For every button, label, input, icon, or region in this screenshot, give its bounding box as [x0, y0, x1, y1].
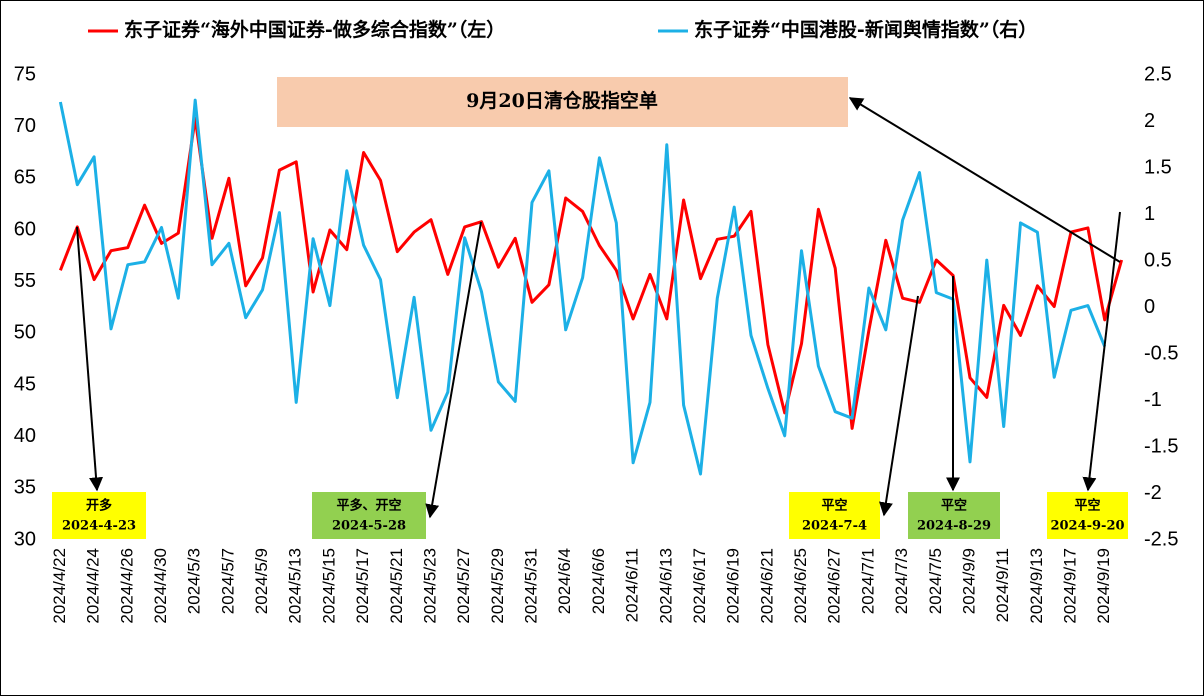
- x-tick-label: 2024/6/27: [825, 548, 844, 624]
- annotation-label: 开多: [86, 498, 112, 514]
- x-tick-label: 2024/6/21: [757, 548, 776, 624]
- x-tick-label: 2024/4/30: [151, 548, 170, 624]
- x-tick-label: 2024/9/17: [1061, 548, 1080, 624]
- annotation-label: 平空: [941, 498, 967, 514]
- y-tick-label: 45: [14, 373, 36, 395]
- x-tick-label: 2024/6/6: [589, 548, 608, 614]
- annotation-date: 2024-4-23: [62, 519, 136, 534]
- x-tick-label: 2024/9/13: [1027, 548, 1046, 624]
- x-tick-label: 2024/9/11: [993, 548, 1012, 622]
- x-tick-label: 2024/6/17: [690, 548, 709, 624]
- annotation-date: 2024-8-29: [917, 519, 991, 534]
- annotation-date: 2024-7-4: [802, 519, 867, 534]
- y2-tick-label: -2.5: [1144, 528, 1178, 550]
- x-tick-label: 2024/5/9: [252, 548, 271, 614]
- y-tick-label: 70: [14, 115, 36, 137]
- annotation-box: [1047, 492, 1128, 539]
- x-tick-label: 2024/5/29: [488, 548, 507, 624]
- x-tick-label: 2024/6/25: [791, 548, 810, 624]
- arrow: [879, 295, 919, 517]
- x-tick-label: 2024/5/17: [353, 548, 372, 624]
- y-tick-label: 30: [14, 528, 36, 550]
- annotation-date: 2024-5-28: [332, 519, 406, 534]
- annotation-label: 平空: [1074, 498, 1100, 514]
- x-tick-label: 2024/5/3: [185, 548, 204, 614]
- y2-tick-label: 2.5: [1144, 63, 1172, 85]
- y-tick-label: 60: [14, 218, 36, 240]
- y2-tick-label: -1: [1144, 389, 1162, 411]
- y2-tick-label: 0.5: [1144, 249, 1172, 271]
- x-tick-label: 2024/5/21: [387, 548, 406, 624]
- x-tick-label: 2024/5/7: [218, 548, 237, 614]
- x-tick-label: 2024/5/15: [319, 548, 338, 624]
- y2-tick-label: 1.5: [1144, 156, 1172, 178]
- x-tick-label: 2024/9/9: [959, 548, 978, 614]
- series-line: [58, 98, 1107, 476]
- x-tick-label: 2024/4/22: [50, 548, 69, 624]
- note-text: 9月20日清仓股指空单: [466, 89, 658, 112]
- annotation-box: [312, 492, 426, 539]
- y2-tick-label: 0: [1144, 296, 1155, 318]
- annotation-label: 平多、开空: [336, 498, 401, 514]
- arrow: [425, 221, 482, 519]
- y2-tick-label: 1: [1144, 203, 1155, 225]
- arrow: [1082, 211, 1121, 492]
- y2-tick-label: -1.5: [1144, 435, 1178, 457]
- y-tick-label: 40: [14, 425, 36, 447]
- x-tick-label: 2024/4/26: [117, 548, 136, 624]
- x-tick-label: 2024/6/11: [623, 548, 642, 622]
- y-tick-label: 35: [14, 477, 36, 499]
- y2-tick-label: 2: [1144, 110, 1155, 132]
- arrow: [848, 97, 1121, 263]
- legend-label: 东子证券“中国港股-新闻舆情指数”（右）: [694, 18, 1037, 41]
- y-tick-label: 50: [14, 322, 36, 344]
- x-tick-label: 2024/7/1: [858, 548, 877, 614]
- x-tick-label: 2024/6/13: [656, 548, 675, 624]
- annotation-date: 2024-9-20: [1050, 519, 1124, 534]
- x-tick-label: 2024/7/5: [926, 548, 945, 614]
- x-tick-label: 2024/5/27: [454, 548, 473, 624]
- y2-tick-label: -2: [1144, 482, 1162, 504]
- annotation-label: 平空: [821, 498, 847, 514]
- note-box: [277, 77, 848, 127]
- annotation-box: [52, 492, 146, 539]
- legend-label: 东子证券“海外中国证券-做多综合指数”（左）: [124, 18, 505, 41]
- arrow: [76, 226, 104, 492]
- x-tick-label: 2024/7/3: [892, 548, 911, 614]
- y-tick-label: 75: [14, 63, 36, 85]
- y-tick-label: 65: [14, 167, 36, 189]
- y2-tick-label: -0.5: [1144, 342, 1178, 364]
- x-tick-label: 2024/5/31: [522, 548, 541, 624]
- x-tick-label: 2024/6/19: [724, 548, 743, 624]
- y-tick-label: 55: [14, 270, 36, 292]
- x-tick-label: 2024/4/24: [84, 548, 103, 624]
- annotation-box: [789, 492, 880, 539]
- x-tick-label: 2024/6/4: [555, 548, 574, 614]
- annotation-box: [908, 492, 1000, 539]
- x-tick-label: 2024/5/13: [286, 548, 305, 624]
- x-tick-label: 2024/5/23: [420, 548, 439, 624]
- x-tick-label: 2024/9/19: [1094, 548, 1113, 624]
